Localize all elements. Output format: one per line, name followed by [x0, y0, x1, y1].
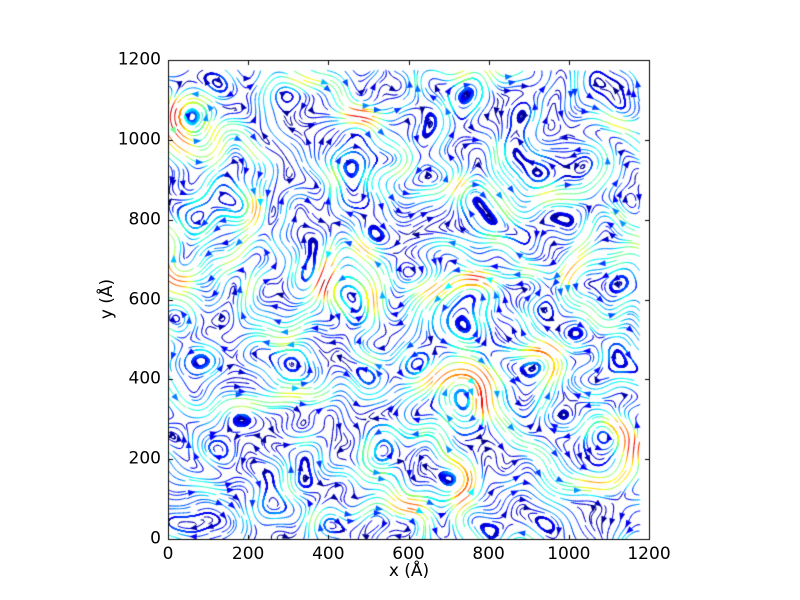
x-tick-label: 400	[312, 544, 345, 564]
x-tick-label: 200	[231, 544, 265, 564]
y-tick-label: 1200	[117, 49, 161, 70]
y-tick-label: 400	[128, 368, 161, 389]
x-tick-label: 1200	[627, 544, 671, 564]
y-tick-label: 1000	[117, 129, 161, 150]
x-axis-label: x (Å)	[388, 561, 430, 581]
x-tick-label: 600	[392, 544, 425, 564]
y-axis-label: y (Å)	[97, 278, 117, 320]
y-tick-label: 600	[128, 289, 161, 309]
y-tick-label: 200	[128, 448, 161, 469]
x-tick-label: 1000	[547, 544, 591, 564]
x-tick-label: 800	[472, 544, 505, 564]
y-tick-label: 0	[150, 528, 161, 549]
x-tick-label: 0	[162, 544, 174, 564]
y-tick-label: 800	[128, 209, 161, 230]
